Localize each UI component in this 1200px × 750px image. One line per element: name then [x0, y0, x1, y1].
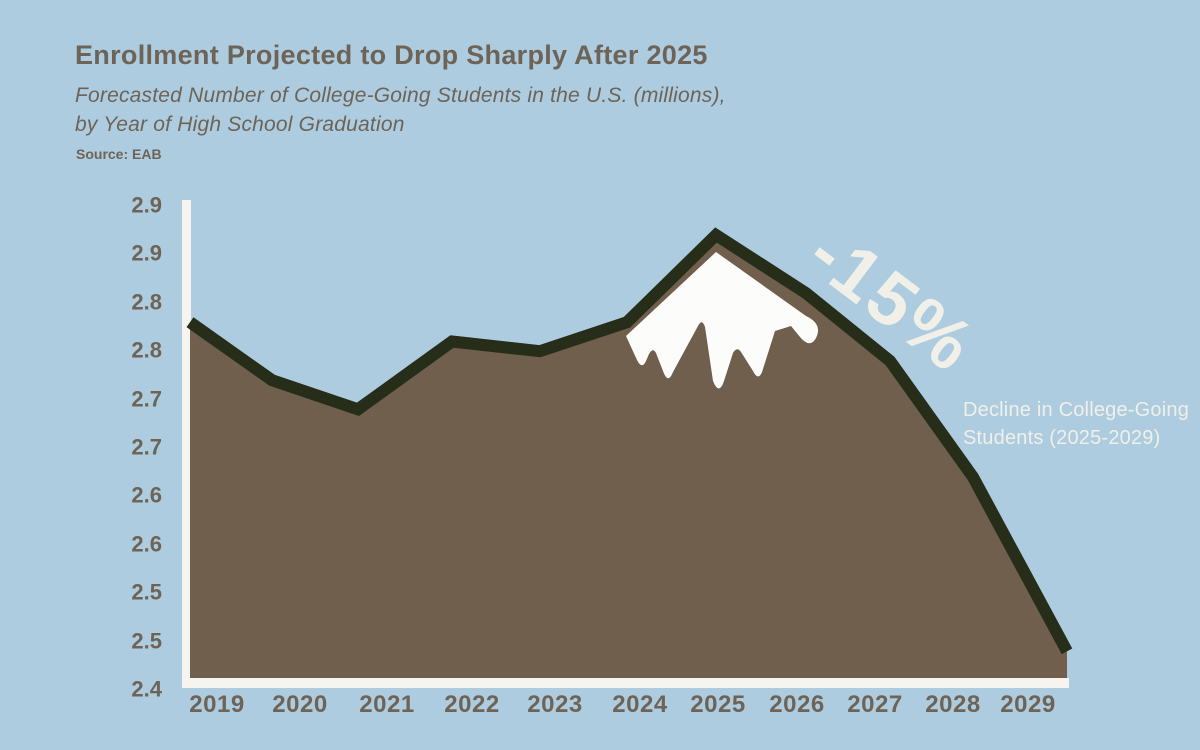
x-axis-label: 2022: [444, 691, 500, 718]
x-axis-label: 2020: [272, 691, 328, 718]
x-axis-label: 2023: [527, 691, 583, 718]
y-axis-label: 2.8: [131, 289, 162, 315]
y-axis-label: 2.9: [131, 192, 162, 218]
x-axis-label: 2026: [769, 691, 825, 718]
y-axis-label: 2.4: [131, 676, 162, 702]
y-axis-label: 2.7: [131, 434, 162, 460]
y-axis-label: 2.5: [131, 579, 162, 605]
x-axis-label: 2025: [690, 691, 746, 718]
x-axis-label: 2019: [189, 691, 245, 718]
mountain-outline: [186, 227, 1073, 655]
x-axis-label: 2021: [359, 691, 415, 718]
decline-note: Decline in College-Going Students (2025-…: [963, 396, 1193, 452]
decline-note-line2: Students (2025-2029): [963, 427, 1161, 449]
y-axis-label: 2.9: [131, 240, 162, 266]
chart-subtitle-line2: by Year of High School Graduation: [75, 113, 405, 136]
y-axis-label: 2.5: [131, 628, 162, 654]
source-credit: Source: EAB: [76, 146, 162, 162]
x-axis-label: 2028: [925, 691, 981, 718]
x-axis-line: [182, 678, 1069, 688]
x-axis-label: 2027: [847, 691, 903, 718]
y-axis-label: 2.8: [131, 337, 162, 363]
chart-subtitle-line1: Forecasted Number of College-Going Stude…: [75, 84, 726, 107]
mountain-area: [190, 235, 1067, 678]
x-axis-label: 2029: [1000, 691, 1056, 718]
x-axis-label: 2024: [612, 691, 668, 718]
y-axis-label: 2.7: [131, 386, 162, 412]
y-axis-label: 2.6: [131, 531, 162, 557]
snow-cap-icon: [626, 252, 819, 389]
page-title: Enrollment Projected to Drop Sharply Aft…: [75, 40, 708, 70]
decline-note-line1: Decline in College-Going: [963, 399, 1190, 421]
y-axis-line: [182, 200, 191, 688]
y-axis-label: 2.6: [131, 482, 162, 508]
